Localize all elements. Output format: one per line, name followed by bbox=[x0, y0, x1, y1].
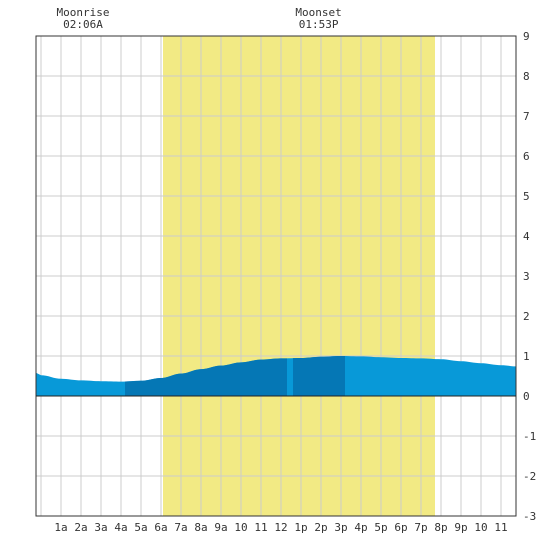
x-tick-label: 9p bbox=[454, 521, 467, 534]
x-tick-label: 8a bbox=[194, 521, 207, 534]
y-tick-label: 4 bbox=[523, 230, 530, 243]
y-tick-label: 9 bbox=[523, 30, 530, 43]
x-tick-label: 5p bbox=[374, 521, 387, 534]
x-tick-label: 12 bbox=[274, 521, 287, 534]
x-tick-label: 7a bbox=[174, 521, 187, 534]
x-tick-label: 11 bbox=[254, 521, 267, 534]
x-tick-label: 2p bbox=[314, 521, 327, 534]
tide-area-layer bbox=[36, 356, 516, 396]
y-tick-label: 3 bbox=[523, 270, 530, 283]
x-tick-label: 3p bbox=[334, 521, 347, 534]
x-tick-label: 11 bbox=[494, 521, 507, 534]
y-tick-label: -1 bbox=[523, 430, 536, 443]
x-tick-label: 2a bbox=[74, 521, 87, 534]
x-tick-label: 1a bbox=[54, 521, 67, 534]
grid-layer bbox=[36, 36, 516, 516]
x-tick-label: 6p bbox=[394, 521, 407, 534]
x-axis-labels: 1a 2a 3a 4a 5a 6a 7a 8a 9a 10 11 12 1p 2p 3p 4p 5p 6p 7p 8p… bbox=[54, 521, 507, 534]
y-tick-label: 1 bbox=[523, 350, 530, 363]
y-tick-label: 8 bbox=[523, 70, 530, 83]
y-tick-label: 2 bbox=[523, 310, 530, 323]
moon-event-time: 02:06A bbox=[63, 18, 103, 31]
x-tick-label: 8p bbox=[434, 521, 447, 534]
x-tick-label: 4p bbox=[354, 521, 367, 534]
tide-area-shade bbox=[293, 356, 345, 396]
x-tick-label: 9a bbox=[214, 521, 227, 534]
tide-area-shade bbox=[125, 358, 287, 396]
moon-event-label: Moonset bbox=[295, 6, 341, 19]
plot-frame bbox=[35, 35, 517, 517]
x-tick-label: 10 bbox=[474, 521, 487, 534]
y-tick-label: 6 bbox=[523, 150, 530, 163]
y-tick-label: -3 bbox=[523, 510, 536, 523]
x-tick-label: 1p bbox=[294, 521, 307, 534]
x-tick-label: 7p bbox=[414, 521, 427, 534]
x-tick-label: 6a bbox=[154, 521, 167, 534]
moon-event-label: Moonrise bbox=[57, 6, 110, 19]
x-tick-label: 5a bbox=[134, 521, 147, 534]
y-tick-label: -2 bbox=[523, 470, 536, 483]
moon-event-time: 01:53P bbox=[299, 18, 339, 31]
y-tick-label: 7 bbox=[523, 110, 530, 123]
y-axis-labels: 9 8 7 6 5 4 3 2 1 0 -1 -2 -3 bbox=[523, 30, 536, 523]
x-tick-label: 4a bbox=[114, 521, 127, 534]
y-tick-label: 5 bbox=[523, 190, 530, 203]
y-tick-label: 0 bbox=[523, 390, 530, 403]
plot-frame-layer bbox=[35, 35, 517, 517]
x-tick-label: 10 bbox=[234, 521, 247, 534]
x-tick-label: 3a bbox=[94, 521, 107, 534]
